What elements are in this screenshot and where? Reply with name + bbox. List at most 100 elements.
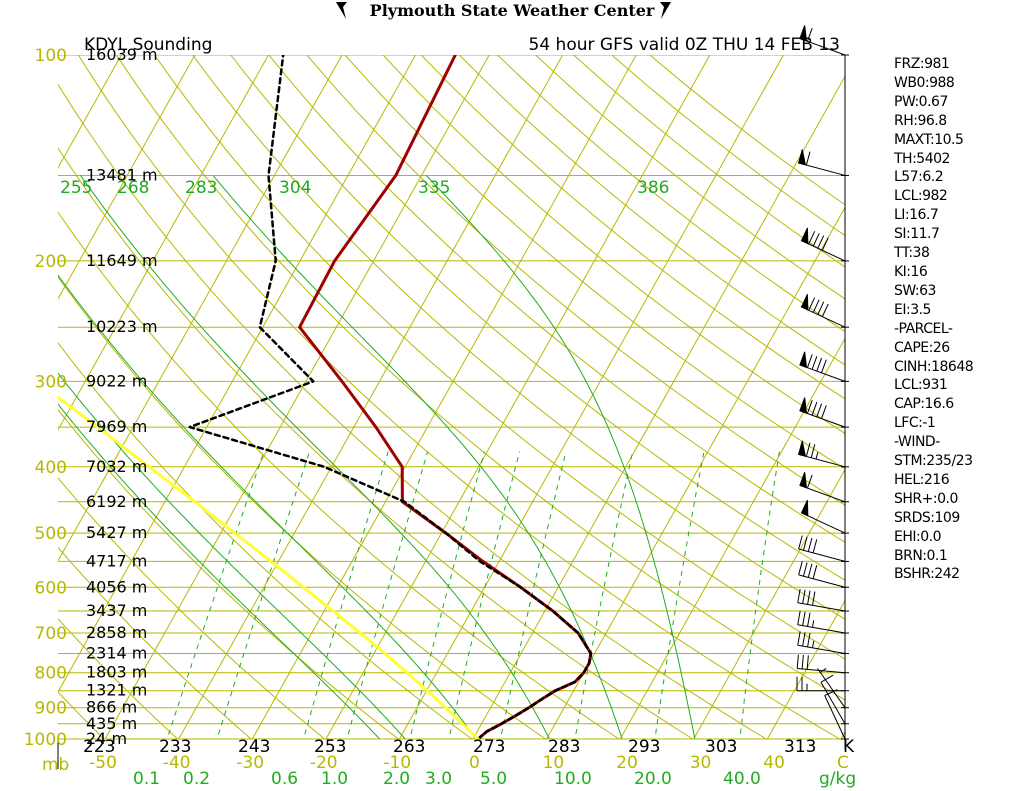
mixing-ratio-line (166, 451, 265, 739)
pressure-tick-label: 600 (35, 578, 67, 598)
height-tick-label: 5427 m (86, 523, 147, 542)
height-tick-label: 866 m (86, 698, 137, 717)
index-item: CAP:16.6 (894, 396, 954, 413)
mixing-ratio-line (409, 451, 485, 739)
wind-barb-icon (798, 561, 849, 588)
index-item: -WIND- (894, 434, 940, 451)
index-item: STM:235/23 (894, 453, 973, 470)
wind-barb-icon (799, 472, 849, 503)
isotherm-line (58, 55, 343, 562)
mixing-ratio-line (574, 451, 634, 739)
temperature-tick-label: 0 (469, 753, 480, 773)
moist-adiabat-line (58, 372, 406, 739)
chart-labels: KDYL Sounding 54 hour GFS valid 0Z THU 14… (24, 35, 856, 789)
wind-barb-icon (797, 588, 849, 612)
chart-title: KDYL Sounding (84, 35, 212, 55)
mixing-ratio-label: 10.0 (554, 769, 592, 789)
height-tick-label: 4056 m (86, 577, 147, 596)
dry-adiabat-line (306, 55, 845, 506)
wind-barb-icon (799, 25, 849, 56)
moist-adiabat-line (425, 175, 696, 739)
dry-adiabat-line (58, 276, 547, 739)
mixing-ratio-label: 0.1 (133, 769, 160, 789)
moist-adiabat-label: 335 (418, 178, 450, 198)
index-item: LCL:982 (894, 188, 948, 205)
pressure-unit-label: mb (42, 755, 69, 775)
mixing-ratio-line (216, 451, 311, 739)
height-tick-label: 435 m (86, 714, 137, 733)
height-tick-label: 13481 m (86, 165, 158, 184)
isotherm-line (58, 55, 196, 300)
wind-barb-icon (798, 535, 849, 562)
mixing-ratio-label: 3.0 (425, 769, 452, 789)
height-tick-label: 2858 m (86, 623, 147, 642)
wind-barb-icon (796, 654, 849, 674)
index-item: L57:6.2 (894, 169, 944, 186)
index-item: WB0:988 (894, 74, 955, 91)
dry-adiabat-label: 313 (784, 737, 816, 757)
pressure-tick-label: 500 (35, 524, 67, 544)
index-item: LI:16.7 (894, 207, 939, 224)
dry-adiabat-label: 303 (705, 737, 737, 757)
index-item: KI:16 (894, 263, 928, 280)
dry-adiabat-label: 283 (548, 737, 580, 757)
height-tick-label: 10223 m (86, 317, 158, 336)
wind-barb-icon (800, 294, 849, 328)
height-tick-label: 16039 m (86, 45, 158, 64)
mixing-ratio-label: 2.0 (383, 769, 410, 789)
wind-barb-icon (799, 397, 849, 428)
index-item: PW:0.67 (894, 93, 948, 110)
dry-adiabat-label: 293 (628, 737, 660, 757)
index-item: TH:5402 (894, 150, 950, 167)
mixing-ratio-label: 0.2 (183, 769, 210, 789)
isotherm-line (58, 55, 417, 693)
index-item: CAPE:26 (894, 339, 950, 356)
wind-barb-icon (800, 499, 849, 534)
wind-barbs (796, 25, 849, 740)
isotherm-line (472, 75, 845, 739)
moist-adiabat-label: 255 (60, 178, 92, 198)
dry-adiabat-line (58, 147, 694, 739)
index-item: CINH:18648 (894, 358, 974, 375)
index-item: SW:63 (894, 282, 936, 299)
mixing-ratio-label: 40.0 (723, 769, 761, 789)
height-tick-label: 7969 m (86, 417, 147, 436)
wind-barb-icon (817, 668, 849, 709)
dry-adiabat-line (58, 83, 768, 739)
dewpoint-trace (188, 55, 593, 739)
sounding-traces (58, 55, 593, 739)
temperature-trace (298, 55, 593, 739)
dry-adiabat-line (77, 55, 841, 739)
index-item: HEL:216 (894, 471, 950, 488)
mixing-ratio-label: 0.6 (271, 769, 298, 789)
height-tick-label: 11649 m (86, 251, 158, 270)
thermo-grid (58, 55, 845, 739)
dry-adiabat-line (58, 477, 326, 739)
isotherm-line (178, 55, 564, 739)
wind-barb-icon (820, 674, 849, 725)
pressure-tick-label: 100 (35, 46, 67, 66)
left-pennant-icon (336, 2, 347, 19)
pressure-tick-label: 800 (35, 664, 67, 684)
index-item: EI:3.5 (894, 301, 931, 318)
isotherm-line (693, 468, 845, 739)
dry-adiabat-label: 253 (314, 737, 346, 757)
temperature-tick-label: 10 (543, 753, 565, 773)
temperature-tick-label: -40 (163, 753, 191, 773)
isotherm-line (104, 55, 490, 739)
height-tick-label: 9022 m (86, 371, 147, 390)
height-tick-label: 1321 m (86, 681, 147, 700)
index-item: BRN:0.1 (894, 547, 948, 564)
right-pennant-icon (660, 2, 671, 19)
mixing-ratio-label: 20.0 (634, 769, 672, 789)
dry-adiabat-label: 273 (473, 737, 505, 757)
moist-adiabat-line (58, 403, 381, 739)
wind-barb-icon (800, 227, 849, 262)
temperature-tick-label: -10 (383, 753, 411, 773)
moist-adiabat-label: 268 (117, 178, 149, 198)
index-item: -PARCEL- (894, 320, 953, 337)
pressure-tick-label: 200 (35, 252, 67, 272)
wind-barb-icon (798, 440, 849, 468)
wind-barb-icon (797, 631, 849, 655)
